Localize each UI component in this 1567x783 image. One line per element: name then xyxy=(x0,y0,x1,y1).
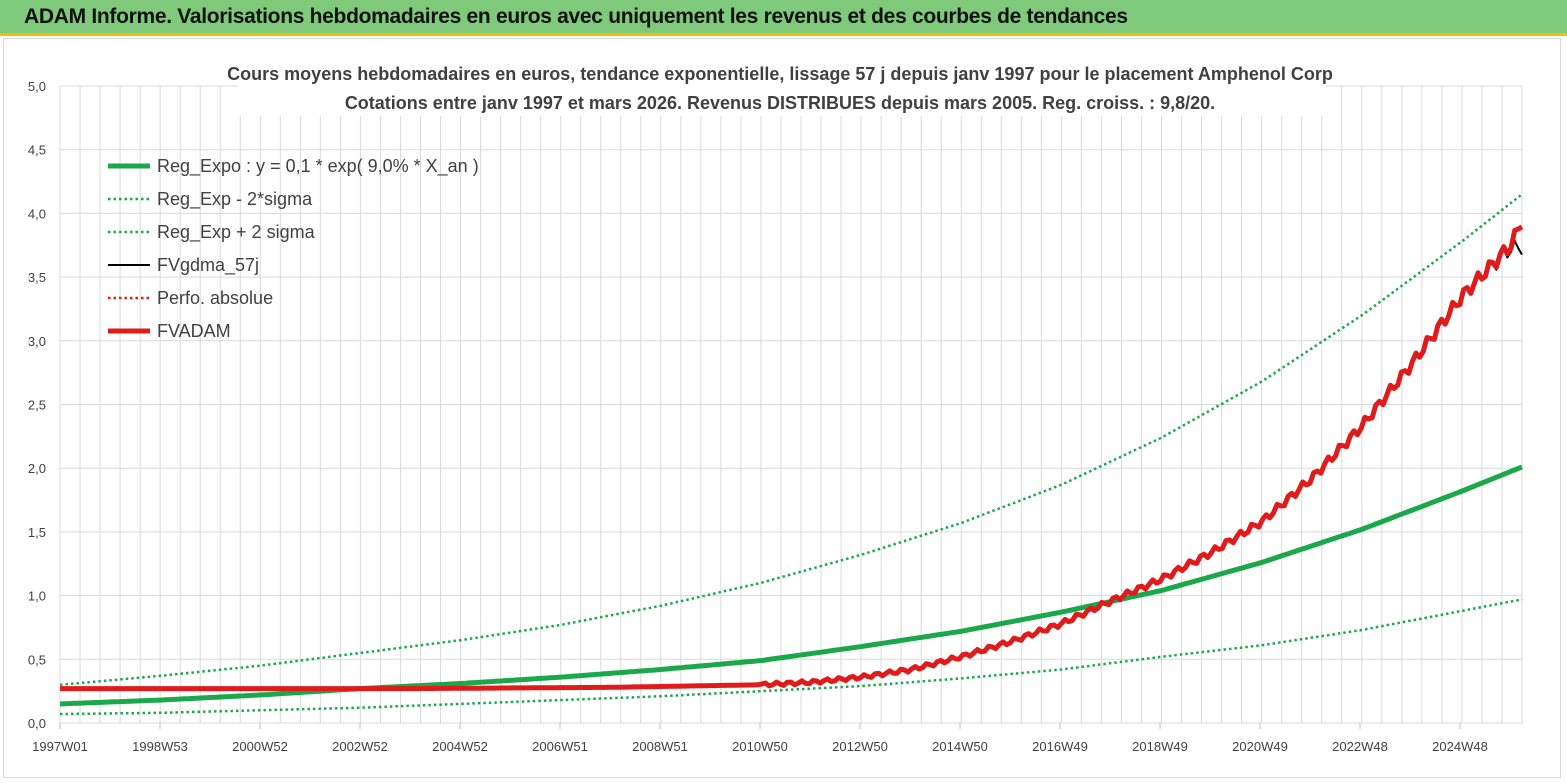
chart-frame xyxy=(3,38,1561,778)
x-tick-label: 2012W50 xyxy=(832,739,888,754)
y-tick-label: 4,0 xyxy=(28,206,46,221)
x-tick-label: 1998W53 xyxy=(132,739,188,754)
grid xyxy=(59,85,1523,724)
series-line-1 xyxy=(59,598,1523,716)
chart-title-line-2: Cotations entre janv 1997 et mars 2026. … xyxy=(345,93,1215,113)
legend-label: Reg_Expo : y = 0,1 * exp( 9,0% * X_an ) xyxy=(157,156,479,177)
x-tick-label: 2020W49 xyxy=(1232,739,1288,754)
header-bar: ADAM Informe. Valorisations hebdomadaire… xyxy=(0,0,1567,36)
x-tick-label: 2010W50 xyxy=(732,739,788,754)
legend-label: FVADAM xyxy=(157,321,231,341)
legend-label: Reg_Exp + 2 sigma xyxy=(157,222,316,243)
y-tick-label: 2,0 xyxy=(28,461,46,476)
x-tick-label: 2016W49 xyxy=(1032,739,1088,754)
series-line-4 xyxy=(60,225,1523,690)
title-background xyxy=(238,60,1326,116)
chart-title-line-1: Cours moyens hebdomadaires en euros, ten… xyxy=(227,64,1333,84)
y-tick-label: 2,5 xyxy=(28,398,46,413)
y-tick-label: 1,0 xyxy=(28,589,46,604)
x-tick-label: 2002W52 xyxy=(332,739,388,754)
x-tick-label: 2024W48 xyxy=(1432,739,1488,754)
y-tick-label: 0,0 xyxy=(28,716,46,731)
y-tick-label: 3,0 xyxy=(28,334,46,349)
y-axis: 0,0 0,5 1,0 1,5 2,0 2,5 3,0 3,5 4,0 4,5 5,0 xyxy=(28,79,46,731)
y-tick-label: 0,5 xyxy=(28,652,46,667)
x-tick-label: 2008W51 xyxy=(632,739,688,754)
legend-label: Reg_Exp - 2*sigma xyxy=(157,189,313,210)
x-tick-label: 2014W50 xyxy=(932,739,988,754)
x-tick-label: 2006W51 xyxy=(532,739,588,754)
legend-label: FVgdma_57j xyxy=(157,255,259,276)
x-tick-label: 1997W01 xyxy=(32,739,88,754)
y-tick-label: 4,5 xyxy=(28,143,46,158)
y-tick-label: 5,0 xyxy=(28,79,46,94)
y-tick-label: 3,5 xyxy=(28,270,46,285)
legend-label: Perfo. absolue xyxy=(157,288,273,308)
x-tick-label: 2018W49 xyxy=(1132,739,1188,754)
series-line-3 xyxy=(60,239,1523,690)
x-tick-label: 2000W52 xyxy=(232,739,288,754)
legend: Reg_Expo : y = 0,1 * exp( 9,0% * X_an ) R… xyxy=(108,156,479,341)
series-line-0 xyxy=(59,464,1523,707)
x-tick-label: 2004W52 xyxy=(432,739,488,754)
series-layer xyxy=(59,193,1524,716)
x-axis: 1997W01 1998W53 2000W52 2002W52 2004W52 2006W… xyxy=(32,723,1488,754)
y-tick-label: 1,5 xyxy=(28,525,46,540)
series-line-2 xyxy=(59,193,1523,687)
series-line-5 xyxy=(60,224,1524,692)
page-title: ADAM Informe. Valorisations hebdomadaire… xyxy=(24,5,1128,28)
x-tick-label: 2022W48 xyxy=(1332,739,1388,754)
